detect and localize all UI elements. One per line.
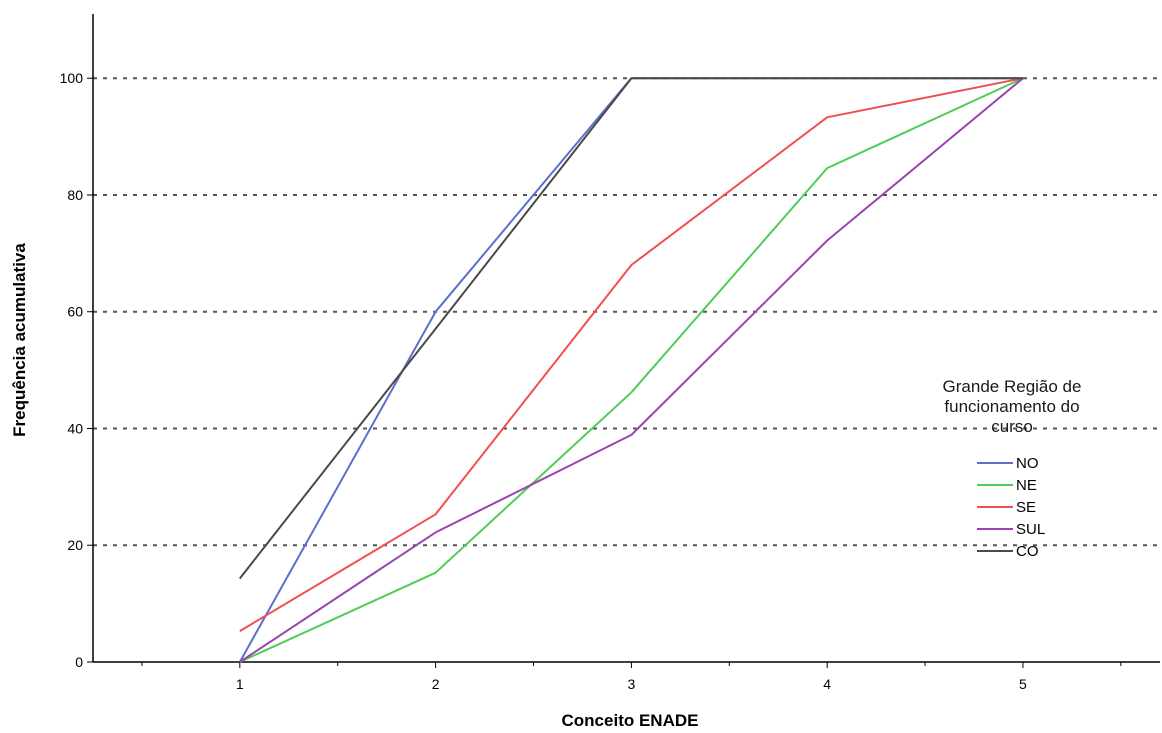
legend-label-no: NO [1016,455,1039,472]
series-lines [238,77,1024,663]
legend-title-line-1: Grande Região de [943,377,1082,396]
series-line-ne [239,77,1024,663]
legend-label-ne: NE [1016,477,1037,494]
y-tick-label-100: 100 [60,70,84,86]
y-tick-label-20: 20 [67,537,83,553]
x-tick-label-4: 4 [823,676,831,692]
legend-label-se: SE [1016,499,1036,516]
y-tick-label-60: 60 [67,304,83,320]
axes: 0 20 40 60 80 100 1 2 3 4 5 [60,14,1160,692]
legend-label-sul: SUL [1016,521,1045,538]
legend-title-line-2: funcionamento do [944,397,1079,416]
y-axis-title: Frequência acumulativa [10,243,29,437]
x-tick-label-2: 2 [432,676,440,692]
legend-label-co: CO [1016,543,1039,560]
y-tick-label-40: 40 [67,420,83,436]
gridlines [93,77,1160,547]
x-tick-label-3: 3 [627,676,635,692]
x-tick-label-1: 1 [236,676,244,692]
y-tick-label-0: 0 [75,654,83,670]
x-axis-title: Conceito ENADE [562,711,699,730]
series-line-no [238,77,1023,663]
series-line-se [239,77,1024,632]
series-line-co [239,77,1023,580]
x-tick-label-5: 5 [1019,676,1027,692]
legend-title-line-3: curso [991,417,1033,436]
series-line-sul [239,77,1024,663]
y-tick-label-80: 80 [67,187,83,203]
